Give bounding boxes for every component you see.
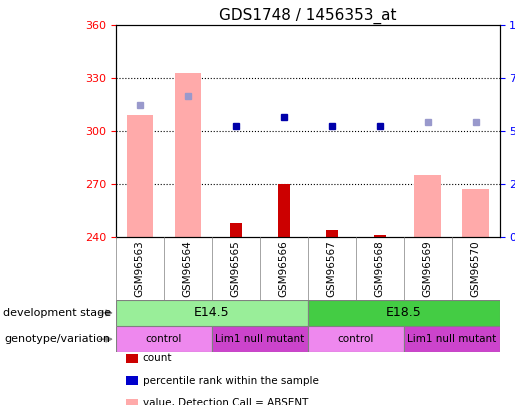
Text: E14.5: E14.5 (194, 306, 230, 320)
Text: genotype/variation: genotype/variation (5, 334, 111, 344)
Bar (462, 189, 489, 237)
Text: GSM96566: GSM96566 (279, 240, 289, 297)
Bar (307, 326, 404, 352)
Text: GSM96567: GSM96567 (327, 240, 337, 297)
Bar (278, 184, 290, 237)
Bar (307, 300, 500, 326)
Text: percentile rank within the sample: percentile rank within the sample (143, 376, 319, 386)
Bar (116, 300, 308, 326)
Bar (116, 326, 212, 352)
Text: development stage: development stage (3, 308, 111, 318)
Text: value, Detection Call = ABSENT: value, Detection Call = ABSENT (143, 398, 308, 405)
Bar (325, 230, 338, 237)
Text: control: control (337, 334, 374, 344)
Text: GSM96563: GSM96563 (135, 240, 145, 297)
Text: control: control (146, 334, 182, 344)
Bar (404, 326, 500, 352)
Text: GSM96570: GSM96570 (471, 240, 480, 297)
Text: GSM96568: GSM96568 (374, 240, 385, 297)
Bar (175, 73, 201, 237)
Text: E18.5: E18.5 (386, 306, 421, 320)
Bar (374, 235, 386, 237)
Bar (127, 115, 153, 237)
Bar (230, 223, 242, 237)
Text: Lim1 null mutant: Lim1 null mutant (407, 334, 496, 344)
Text: GSM96569: GSM96569 (423, 240, 433, 297)
Text: Lim1 null mutant: Lim1 null mutant (215, 334, 304, 344)
Bar (415, 175, 441, 237)
Title: GDS1748 / 1456353_at: GDS1748 / 1456353_at (219, 8, 397, 24)
Text: GSM96565: GSM96565 (231, 240, 241, 297)
Text: GSM96564: GSM96564 (183, 240, 193, 297)
Bar (212, 326, 308, 352)
Text: count: count (143, 354, 172, 363)
